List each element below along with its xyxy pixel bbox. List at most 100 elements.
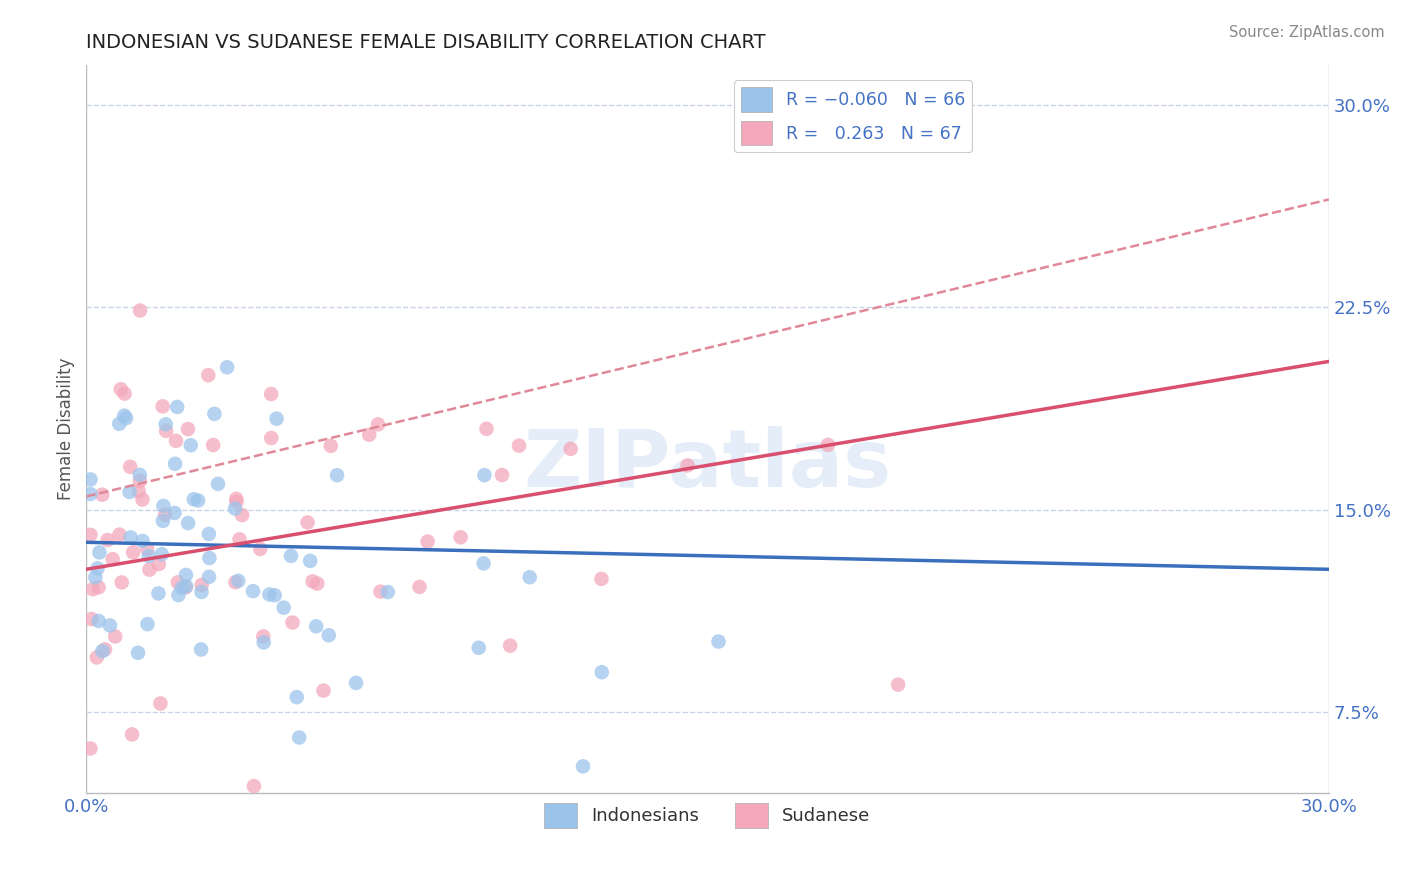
Point: [180, 438, 202, 452]
Point: [149, 697, 172, 711]
Point: [301, 574, 323, 589]
Point: [174, 568, 197, 582]
Point: [120, 459, 142, 474]
Point: [370, 584, 392, 599]
Point: [467, 640, 489, 655]
Point: [591, 572, 613, 586]
Point: [177, 516, 200, 530]
Point: [367, 417, 389, 432]
Point: [475, 422, 498, 436]
Point: [152, 514, 174, 528]
Point: [165, 434, 187, 448]
Point: [79, 487, 101, 501]
Point: [273, 600, 295, 615]
Point: [228, 533, 250, 547]
Point: [266, 411, 288, 425]
Point: [225, 495, 247, 509]
Point: [297, 516, 319, 530]
Point: [148, 557, 170, 571]
Point: [153, 508, 176, 522]
Point: [148, 586, 170, 600]
Point: [508, 439, 530, 453]
Point: [80, 612, 103, 626]
Point: [312, 683, 335, 698]
Point: [344, 676, 367, 690]
Point: [281, 615, 304, 630]
Point: [131, 533, 153, 548]
Point: [163, 506, 186, 520]
Point: [174, 579, 197, 593]
Point: [122, 545, 145, 559]
Point: [260, 387, 283, 401]
Point: [190, 578, 212, 592]
Point: [225, 491, 247, 506]
Point: [94, 642, 117, 657]
Point: [128, 484, 150, 499]
Point: [183, 492, 205, 507]
Point: [252, 630, 274, 644]
Legend: Indonesians, Sudanese: Indonesians, Sudanese: [537, 796, 877, 835]
Point: [472, 557, 495, 571]
Point: [138, 549, 160, 563]
Point: [231, 508, 253, 522]
Point: [91, 488, 114, 502]
Point: [152, 499, 174, 513]
Point: [82, 582, 104, 596]
Point: [138, 563, 160, 577]
Point: [155, 424, 177, 438]
Point: [285, 690, 308, 705]
Point: [676, 458, 699, 473]
Point: [127, 646, 149, 660]
Point: [131, 492, 153, 507]
Point: [887, 678, 910, 692]
Point: [128, 474, 150, 488]
Point: [198, 570, 221, 584]
Point: [97, 533, 120, 547]
Point: [224, 575, 246, 590]
Point: [114, 386, 136, 401]
Point: [226, 574, 249, 588]
Point: [86, 650, 108, 665]
Point: [260, 431, 283, 445]
Point: [450, 530, 472, 544]
Point: [591, 665, 613, 680]
Point: [108, 527, 131, 541]
Point: [101, 552, 124, 566]
Point: [408, 580, 430, 594]
Point: [299, 554, 322, 568]
Text: ZIPatlas: ZIPatlas: [523, 426, 891, 504]
Point: [190, 642, 212, 657]
Point: [91, 644, 114, 658]
Point: [112, 409, 135, 423]
Point: [79, 472, 101, 486]
Point: [190, 585, 212, 599]
Point: [108, 417, 131, 431]
Point: [242, 584, 264, 599]
Point: [519, 570, 541, 584]
Point: [187, 493, 209, 508]
Point: [152, 400, 174, 414]
Point: [118, 485, 141, 500]
Point: [817, 438, 839, 452]
Point: [79, 741, 101, 756]
Point: [89, 545, 111, 559]
Point: [115, 411, 138, 425]
Point: [197, 368, 219, 383]
Point: [174, 581, 197, 595]
Point: [84, 570, 107, 584]
Point: [198, 527, 221, 541]
Point: [416, 534, 439, 549]
Point: [202, 438, 225, 452]
Point: [491, 468, 513, 483]
Point: [111, 575, 134, 590]
Point: [128, 467, 150, 482]
Point: [136, 542, 159, 557]
Point: [499, 639, 522, 653]
Point: [572, 759, 595, 773]
Point: [129, 303, 152, 318]
Point: [166, 575, 188, 590]
Point: [319, 439, 342, 453]
Point: [243, 779, 266, 793]
Point: [79, 528, 101, 542]
Point: [263, 588, 285, 602]
